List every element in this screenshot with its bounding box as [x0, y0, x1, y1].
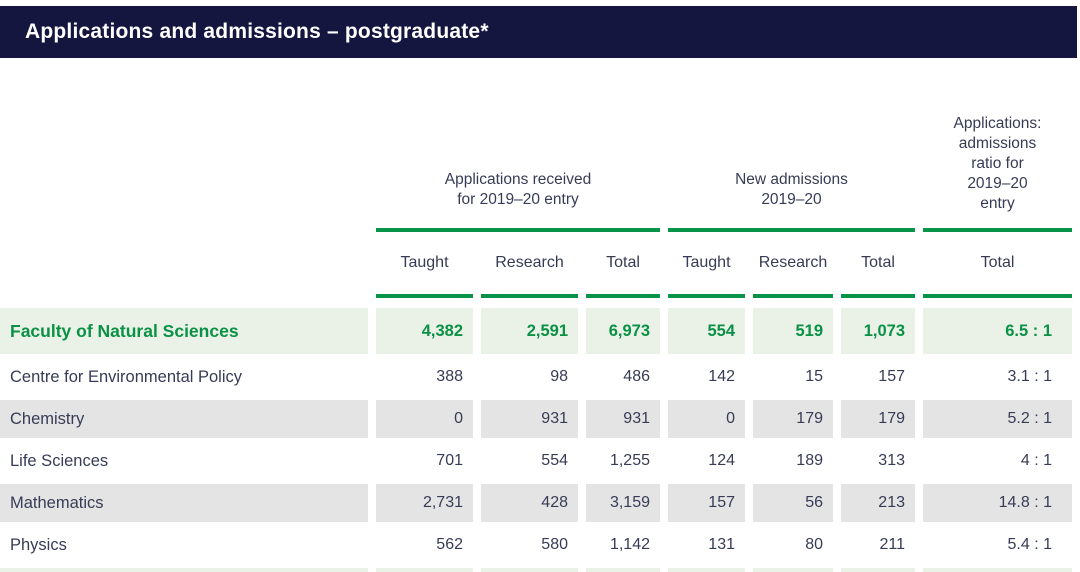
next-row-sliver-cell: [668, 568, 745, 572]
column-underline: [481, 294, 578, 298]
section-title: Applications and admissions – postgradua…: [25, 20, 489, 43]
cell-value: 80: [753, 526, 833, 564]
next-row-sliver-cell: [753, 568, 833, 572]
column-underline: [668, 294, 745, 298]
cell-value: 56: [753, 484, 833, 522]
cell-value: 189: [753, 442, 833, 480]
cell-value: 213: [841, 484, 915, 522]
cell-value: 3.1 : 1: [923, 358, 1072, 396]
cell-value: 179: [841, 400, 915, 438]
cell-value: 131: [668, 526, 745, 564]
cell-value: 2,591: [481, 308, 578, 354]
next-row-sliver-cell: [376, 568, 473, 572]
next-row-sliver-cell: [841, 568, 915, 572]
column-header-total-adm: Total: [861, 254, 895, 271]
cell-value: 157: [668, 484, 745, 522]
group-header-applications-received: Applications received for 2019–20 entry: [444, 171, 592, 208]
cell-value: 142: [668, 358, 745, 396]
cell-value: 5.2 : 1: [923, 400, 1072, 438]
cell-value: 1,073: [841, 308, 915, 354]
column-header-total-apps: Total: [606, 254, 640, 271]
cell-value: 701: [376, 442, 473, 480]
cell-value: 4 : 1: [923, 442, 1072, 480]
cell-value: 157: [841, 358, 915, 396]
group-underline-admissions: [668, 228, 915, 232]
cell-value: 1,142: [586, 526, 660, 564]
cell-value: 0: [668, 400, 745, 438]
column-header-research-adm: Research: [758, 254, 828, 271]
group-underline-ratio: [923, 228, 1072, 232]
next-row-sliver-cell: [586, 568, 660, 572]
column-underline: [376, 294, 473, 298]
next-row-sliver-cell: [481, 568, 578, 572]
cell-value: 124: [668, 442, 745, 480]
cell-value: 0: [376, 400, 473, 438]
next-row-sliver-cell: [923, 568, 1072, 572]
cell-value: 931: [481, 400, 578, 438]
cell-value: 6.5 : 1: [923, 308, 1072, 354]
column-header-spacer: [0, 236, 368, 290]
group-underline-applications: [376, 228, 660, 232]
row-label: Centre for Environmental Policy: [0, 358, 368, 396]
cell-value: 519: [753, 308, 833, 354]
cell-value: 15: [753, 358, 833, 396]
underline-spacer: [0, 228, 368, 232]
column-header-taught-adm: Taught: [682, 254, 731, 271]
row-label: Mathematics: [0, 484, 368, 522]
cell-value: 428: [481, 484, 578, 522]
cell-value: 554: [668, 308, 745, 354]
group-header-spacer: [0, 58, 368, 224]
cell-value: 313: [841, 442, 915, 480]
section-title-bar: Applications and admissions – postgradua…: [0, 6, 1077, 58]
admissions-table: Applications received for 2019–20 entry …: [0, 58, 1072, 572]
cell-value: 554: [481, 442, 578, 480]
cell-value: 580: [481, 526, 578, 564]
cell-value: 14.8 : 1: [923, 484, 1072, 522]
next-row-sliver-cell: [0, 568, 368, 572]
cell-value: 179: [753, 400, 833, 438]
cell-value: 931: [586, 400, 660, 438]
cell-value: 562: [376, 526, 473, 564]
cell-value: 3,159: [586, 484, 660, 522]
cell-value: 4,382: [376, 308, 473, 354]
cell-value: 98: [481, 358, 578, 396]
row-label: Life Sciences: [0, 442, 368, 480]
cell-value: 1,255: [586, 442, 660, 480]
column-underline: [586, 294, 660, 298]
row-label-faculty: Faculty of Natural Sciences: [0, 308, 368, 354]
group-header-new-admissions: New admissions 2019–20: [735, 171, 848, 208]
cell-value: 486: [586, 358, 660, 396]
cell-value: 2,731: [376, 484, 473, 522]
row-label: Chemistry: [0, 400, 368, 438]
column-header-total-ratio: Total: [980, 254, 1015, 271]
cell-value: 211: [841, 526, 915, 564]
row-label: Physics: [0, 526, 368, 564]
column-header-research-apps: Research: [495, 254, 564, 271]
column-underline: [923, 294, 1072, 298]
cell-value: 6,973: [586, 308, 660, 354]
column-header-taught-apps: Taught: [400, 254, 449, 271]
underline-spacer: [0, 294, 368, 298]
column-underline: [841, 294, 915, 298]
group-header-ratio: Applications: admissions ratio for 2019–…: [953, 115, 1042, 212]
header-body-spacer: [0, 302, 1072, 304]
cell-value: 5.4 : 1: [923, 526, 1072, 564]
column-underline: [753, 294, 833, 298]
cell-value: 388: [376, 358, 473, 396]
